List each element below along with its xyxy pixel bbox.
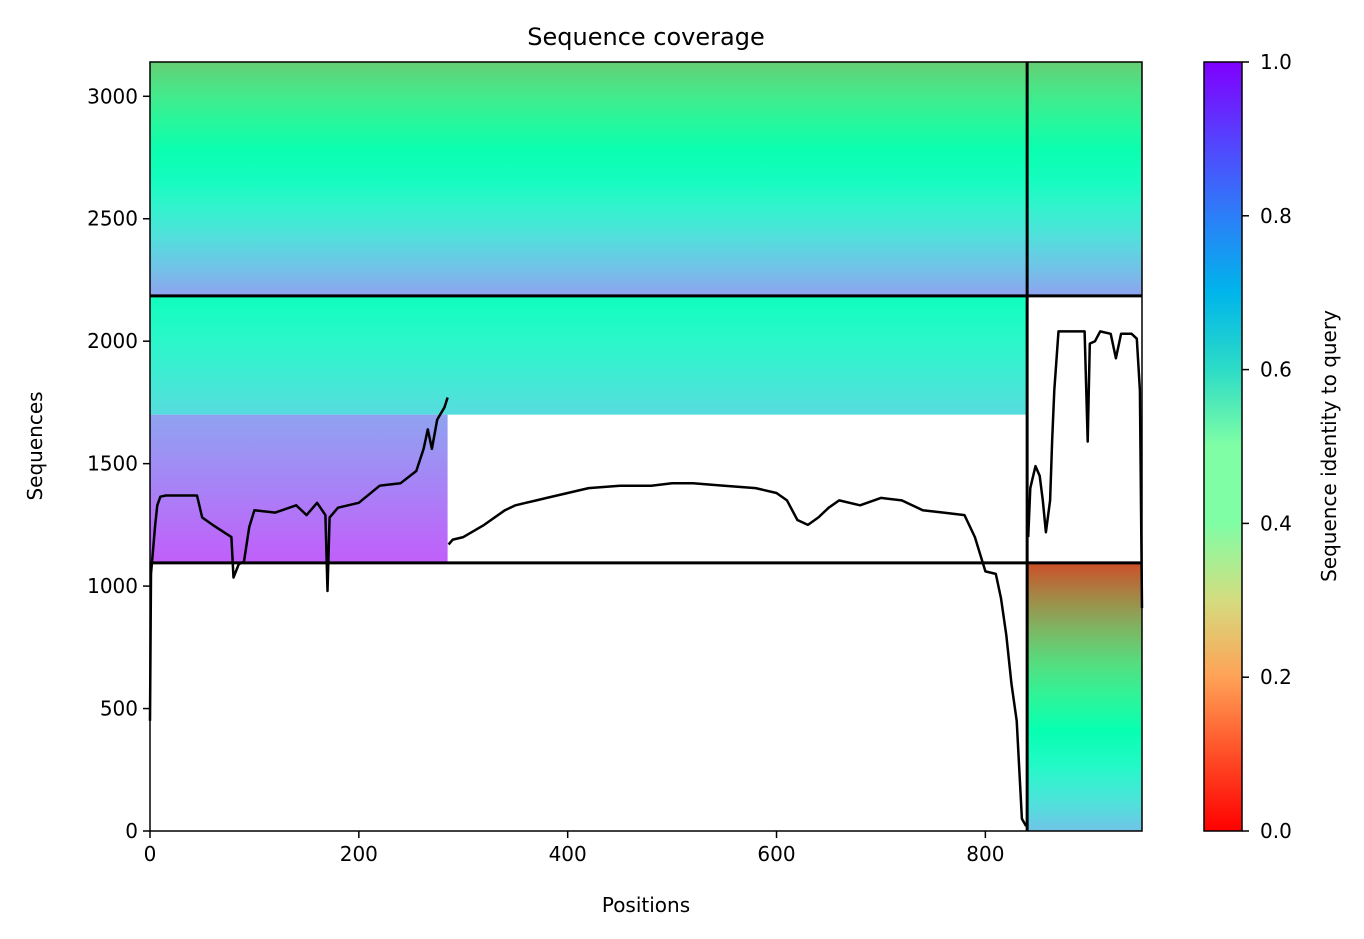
- y-tick-label: 2500: [87, 207, 138, 231]
- y-tick-label: 3000: [87, 84, 138, 108]
- colorbar-ticks: 0.0 0.2 0.4 0.6 0.8 1.0: [1242, 50, 1292, 843]
- coverage-block: [1027, 62, 1142, 296]
- colorbar: [1203, 61, 1243, 832]
- y-tick-label: 2000: [87, 329, 138, 353]
- colorbar-tick-label: 0.2: [1260, 665, 1292, 689]
- colorbar-tick-label: 0.4: [1260, 511, 1292, 535]
- x-tick-label: 600: [757, 842, 795, 866]
- y-tick-label: 1000: [87, 574, 138, 598]
- coverage-block: [150, 62, 1028, 296]
- coverage-blocks: [150, 62, 1142, 831]
- x-tick-label: 0: [144, 842, 157, 866]
- x-tick-label: 400: [549, 842, 587, 866]
- coverage-line: [148, 330, 1144, 827]
- y-ticks: 0 500 1000 1500 2000 2500 3000: [87, 84, 150, 843]
- coverage-line-segment: [148, 397, 449, 721]
- colorbar-tick-label: 0.6: [1260, 358, 1292, 382]
- y-tick-label: 500: [100, 697, 138, 721]
- chart-title: Sequence coverage: [527, 23, 764, 51]
- coverage-block: [150, 295, 1028, 415]
- x-tick-label: 200: [340, 842, 378, 866]
- y-tick-label: 1500: [87, 452, 138, 476]
- colorbar-tick-label: 0.8: [1260, 204, 1292, 228]
- coverage-block: [1027, 562, 1142, 831]
- coverage-line-segment: [1026, 330, 1144, 609]
- x-tick-label: 800: [966, 842, 1004, 866]
- plot-frame: [149, 61, 1143, 832]
- y-tick-label: 0: [125, 819, 138, 843]
- colorbar-tick-label: 0.0: [1260, 819, 1292, 843]
- colorbar-tick-label: 1.0: [1260, 50, 1292, 74]
- x-ticks: 0 200 400 600 800: [144, 831, 1004, 866]
- colorbar-label: Sequence identity to query: [1317, 310, 1341, 582]
- section-dividers: [150, 62, 1142, 831]
- coverage-block: [150, 414, 448, 563]
- y-axis-label: Sequences: [23, 391, 47, 500]
- coverage-line-segment: [447, 481, 1028, 827]
- x-axis-label: Positions: [602, 893, 690, 917]
